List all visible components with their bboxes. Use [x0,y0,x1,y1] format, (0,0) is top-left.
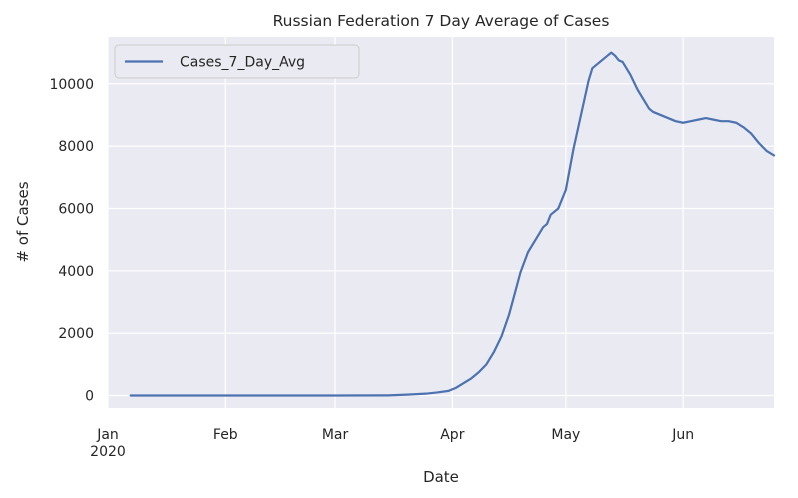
x-tick-sublabel: 2020 [90,444,126,460]
x-tick-label: May [551,427,580,443]
series-layer [129,51,776,397]
grid-lines [107,37,774,408]
y-tick-label: 10000 [49,77,94,93]
legend-box [114,44,360,79]
y-tick-label: 8000 [58,139,94,155]
x-tick-label: Apr [440,427,464,443]
y-tick-label: 6000 [58,201,94,217]
y-tick-label: 4000 [58,264,94,280]
x-tick-label: Feb [213,427,238,443]
legend: Cases_7_Day_Avg [114,44,360,79]
legend-entry-label: Cases_7_Day_Avg [180,55,305,71]
chart-title: Russian Federation 7 Day Average of Case… [273,12,610,30]
x-tick-label: Jan [96,427,119,443]
x-axis-label: Date [423,468,459,486]
y-tick-label: 2000 [58,326,94,342]
series-line-cases-7-day-avg [129,51,776,397]
y-axis-label: # of Cases [14,181,32,262]
plot-area [108,37,774,408]
y-tick-label: 0 [85,389,94,405]
y-tick-labels: 0 2000 4000 6000 8000 10000 [49,77,94,405]
x-tick-label: Mar [322,427,349,443]
x-tick-label: Jun [671,427,694,443]
